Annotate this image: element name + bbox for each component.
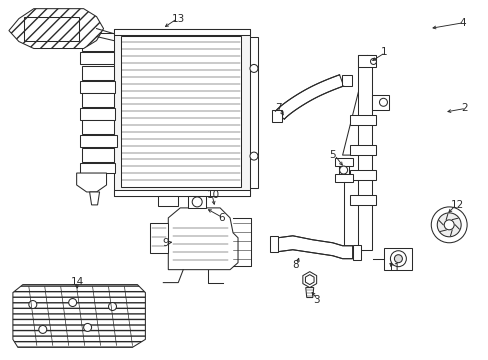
Text: 9: 9	[162, 238, 168, 248]
Circle shape	[29, 301, 37, 309]
Polygon shape	[271, 110, 281, 122]
Polygon shape	[80, 163, 115, 173]
Circle shape	[108, 302, 116, 310]
Circle shape	[443, 220, 453, 230]
Polygon shape	[341, 75, 351, 86]
Polygon shape	[121, 36, 241, 187]
Polygon shape	[9, 9, 103, 49]
Polygon shape	[357, 55, 376, 67]
Text: 8: 8	[291, 260, 298, 270]
Polygon shape	[305, 275, 313, 285]
Text: 4: 4	[458, 18, 465, 28]
Polygon shape	[80, 81, 115, 93]
Polygon shape	[81, 148, 113, 162]
Text: 6: 6	[218, 213, 224, 223]
Circle shape	[430, 207, 466, 243]
Polygon shape	[349, 195, 376, 205]
Polygon shape	[77, 173, 106, 192]
Polygon shape	[150, 223, 168, 253]
Polygon shape	[81, 120, 113, 134]
Polygon shape	[357, 55, 371, 250]
Polygon shape	[352, 245, 360, 260]
Polygon shape	[338, 166, 348, 174]
Polygon shape	[334, 158, 352, 166]
Polygon shape	[13, 285, 145, 347]
Polygon shape	[349, 170, 376, 180]
Polygon shape	[158, 196, 178, 206]
Polygon shape	[349, 145, 376, 155]
Text: 14: 14	[71, 276, 84, 287]
Text: 1: 1	[380, 48, 386, 58]
Polygon shape	[81, 32, 113, 50]
Polygon shape	[188, 196, 206, 208]
Polygon shape	[277, 236, 352, 259]
Text: 10: 10	[207, 190, 220, 200]
Circle shape	[68, 298, 77, 306]
Polygon shape	[113, 28, 249, 196]
Circle shape	[249, 152, 258, 160]
Polygon shape	[275, 75, 343, 119]
Polygon shape	[89, 192, 100, 205]
Circle shape	[436, 213, 460, 237]
Circle shape	[370, 58, 376, 64]
Circle shape	[83, 323, 91, 332]
Text: 7: 7	[274, 103, 281, 113]
Circle shape	[394, 255, 402, 263]
Text: 11: 11	[386, 263, 400, 273]
Text: 2: 2	[460, 103, 467, 113]
Text: 5: 5	[329, 150, 336, 160]
Circle shape	[192, 197, 202, 207]
Polygon shape	[80, 135, 117, 147]
Polygon shape	[334, 174, 352, 182]
Polygon shape	[81, 93, 113, 107]
Polygon shape	[24, 17, 79, 41]
Polygon shape	[269, 236, 277, 252]
Polygon shape	[168, 208, 238, 270]
Polygon shape	[302, 272, 316, 288]
Text: 13: 13	[172, 14, 185, 24]
Circle shape	[339, 166, 347, 174]
Circle shape	[379, 98, 386, 106]
Circle shape	[389, 251, 406, 267]
Polygon shape	[80, 108, 115, 120]
Polygon shape	[113, 190, 249, 196]
Circle shape	[39, 325, 47, 333]
Polygon shape	[113, 28, 249, 35]
Text: 12: 12	[450, 200, 464, 210]
Polygon shape	[80, 53, 113, 64]
Circle shape	[249, 64, 258, 72]
Polygon shape	[349, 115, 376, 125]
Polygon shape	[305, 288, 313, 298]
Polygon shape	[384, 248, 411, 270]
Polygon shape	[249, 37, 258, 188]
Text: 3: 3	[312, 294, 319, 305]
Polygon shape	[371, 95, 388, 110]
Polygon shape	[81, 67, 113, 80]
